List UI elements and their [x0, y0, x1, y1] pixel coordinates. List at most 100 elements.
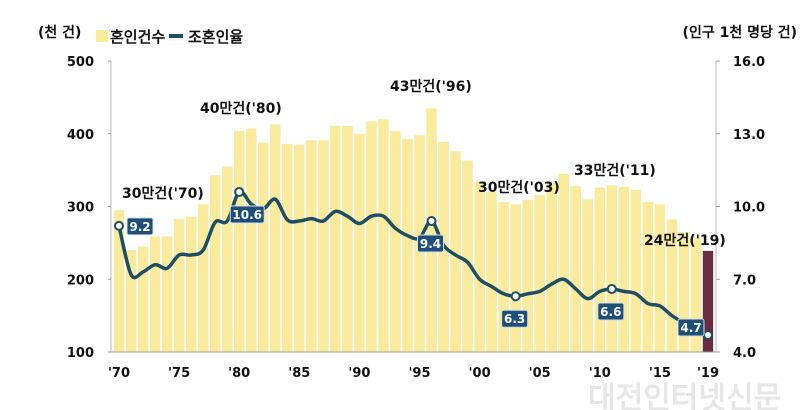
bar-2001	[486, 191, 497, 352]
bar-2002	[498, 202, 509, 352]
right-axis-label: (인구 1천 명당 건)	[683, 24, 797, 41]
left-tick-label: 200	[67, 273, 94, 288]
bar-1972	[137, 246, 149, 352]
bar-2014	[642, 202, 654, 352]
bar-annotation: 43만건('96)	[390, 78, 472, 95]
watermark: 대전인터넷신문	[588, 381, 781, 410]
bar-annotation: 30만건('70)	[122, 185, 204, 202]
left-tick-label: 300	[67, 201, 94, 216]
legend-label-bar: 혼인건수	[110, 28, 165, 46]
bar-1988	[330, 125, 341, 352]
x-tick-label: '70	[108, 366, 130, 381]
left-tick-label: 400	[67, 128, 94, 143]
bar-2015	[654, 204, 666, 352]
bar-1981	[246, 128, 257, 352]
legend-label-line: 조혼인율	[188, 28, 243, 46]
bar-2012	[618, 186, 630, 352]
x-tick-label: '00	[469, 366, 491, 381]
bar-2013	[630, 189, 642, 352]
bar-1989	[342, 125, 353, 352]
x-tick-label: '95	[408, 366, 430, 381]
rate-label-box	[126, 217, 154, 236]
x-tick-label: '15	[649, 366, 671, 381]
bar-1971	[125, 250, 137, 352]
bar-2006	[546, 183, 557, 352]
rate-label: 9.4	[420, 237, 441, 251]
x-tick-label: '90	[348, 366, 370, 381]
bar-annotation: 40만건('80)	[200, 100, 282, 117]
rate-label: 6.6	[600, 305, 621, 319]
rate-label-box	[229, 205, 265, 224]
x-tick-label: '75	[168, 366, 190, 381]
rate-label: 4.7	[680, 321, 701, 335]
right-tick-label: 4.0	[733, 346, 756, 361]
bar-1975	[173, 218, 185, 352]
rate-marker-1970	[114, 220, 124, 231]
bar-1987	[318, 140, 329, 352]
x-tick-label: '10	[589, 366, 611, 381]
x-tick-label: '05	[529, 366, 551, 381]
bar-1983	[270, 124, 281, 352]
bar-2004	[522, 199, 533, 352]
bar-1980	[234, 130, 245, 352]
bar-1996	[426, 108, 437, 352]
rate-marker-2003	[510, 291, 521, 302]
legend: 혼인건수 조혼인율	[96, 28, 243, 46]
markers-group: 9.2 10.6 9.4 6.3 6.6 4.7	[114, 186, 713, 341]
bar-1985	[294, 144, 305, 352]
bar-1970	[113, 210, 125, 352]
rate-label: 10.6	[232, 208, 262, 222]
rate-marker-2019	[702, 330, 713, 341]
annotations-group: 30만건('70) 40만건('80) 43만건('96) 30만건('03) 33만건…	[122, 78, 726, 249]
bar-1984	[282, 143, 293, 352]
bar-annotation: 30만건('03)	[478, 179, 560, 196]
left-tick-label: 500	[67, 55, 94, 70]
bar-2000	[474, 181, 485, 352]
bar-2011	[606, 185, 618, 352]
bar-2018	[690, 237, 702, 352]
bar-1978	[209, 175, 221, 352]
bar-2019	[702, 250, 714, 352]
bar-1999	[462, 160, 473, 352]
bar-1994	[402, 138, 413, 352]
rate-marker-2011	[606, 283, 617, 294]
rate-marker-1996	[426, 216, 437, 227]
bar-2007	[558, 173, 569, 352]
bar-1991	[366, 121, 377, 352]
left-axis-label: (천 건)	[38, 24, 81, 41]
right-tick-label: 13.0	[733, 128, 765, 143]
right-tick-label: 7.0	[733, 273, 756, 288]
bar-1993	[390, 130, 401, 352]
bar-2005	[534, 194, 545, 352]
bar-2008	[570, 186, 581, 352]
rate-marker-1980	[234, 186, 245, 197]
right-tick-label: 16.0	[733, 55, 765, 70]
rate-label-box	[677, 318, 705, 337]
bar-1998	[450, 151, 461, 352]
bar-1973	[149, 236, 161, 352]
left-tick-label: 100	[67, 346, 94, 361]
bar-1986	[306, 140, 317, 352]
bar-1990	[354, 133, 365, 352]
x-tick-label: '85	[288, 366, 310, 381]
bar-2017	[678, 231, 690, 352]
rate-label-box	[501, 309, 529, 328]
bar-1974	[161, 236, 173, 352]
ticks-group: 100 200 300 400 500 4.0 7.0 10.0 13.0 16.0 '70 '75 '…	[67, 55, 765, 381]
bar-1992	[378, 119, 389, 352]
bars-group	[113, 108, 714, 352]
bar-2009	[582, 199, 593, 352]
right-tick-label: 10.0	[733, 201, 765, 216]
bar-1976	[185, 216, 197, 352]
bar-2016	[666, 219, 678, 352]
bar-1977	[197, 204, 209, 352]
rate-label: 6.3	[504, 312, 525, 326]
bar-annotation: 33만건('11)	[574, 162, 656, 179]
bar-2003	[510, 204, 521, 352]
x-tick-label: '19	[697, 366, 719, 381]
x-tick-label: '80	[228, 366, 250, 381]
bar-1979	[221, 166, 233, 352]
bar-annotation: 24만건('19)	[644, 232, 726, 249]
bar-2010	[594, 187, 605, 352]
